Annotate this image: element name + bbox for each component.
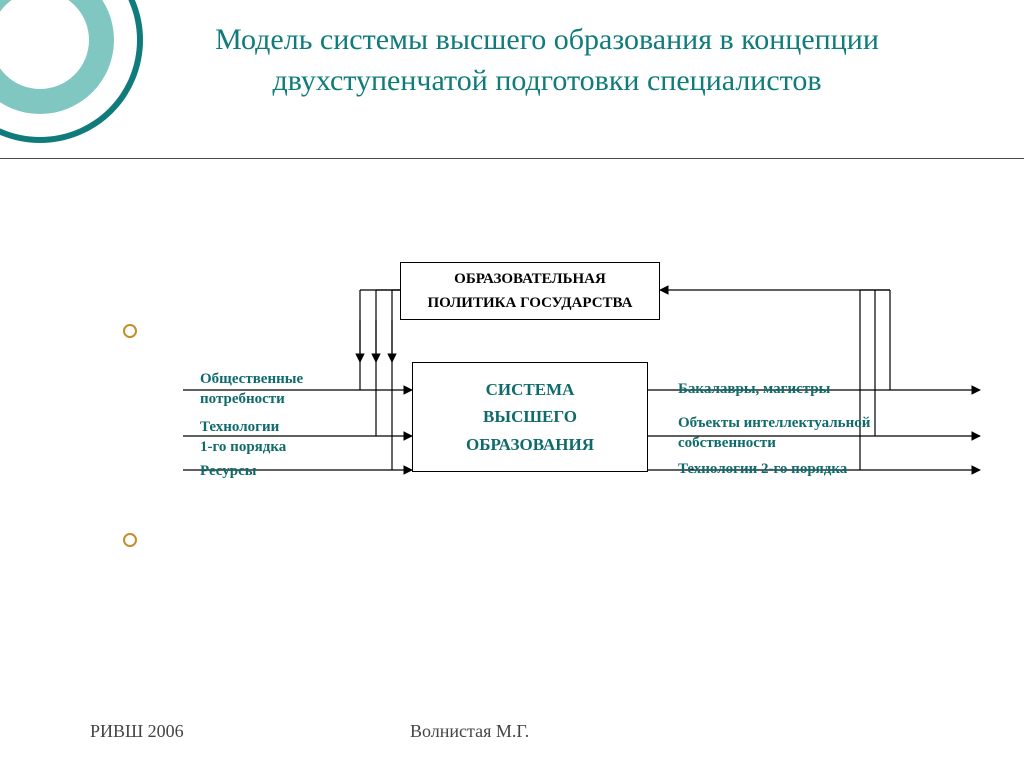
label-line: потребности <box>200 391 285 407</box>
box-policy-line2: ПОЛИТИКА ГОСУДАРСТВА <box>428 291 633 315</box>
bullet-icon <box>123 533 137 547</box>
box-higher-education-system: СИСТЕМА ВЫСШЕГО ОБРАЗОВАНИЯ <box>412 362 648 472</box>
output-label-ip-objects: Объекты интеллектуальной собственности <box>678 414 870 453</box>
footer-center: Волнистая М.Г. <box>410 721 529 742</box>
label-line: Ресурсы <box>200 463 256 479</box>
corner-decoration <box>0 0 150 150</box>
output-label-bachelors-masters: Бакалавры, магистры <box>678 380 830 400</box>
slide-title: Модель системы высшего образования в кон… <box>150 20 944 101</box>
label-line: 1-го порядка <box>200 439 286 455</box>
label-line: Технологии <box>200 419 279 435</box>
label-line: собственности <box>678 435 776 451</box>
input-label-public-needs: Общественные потребности <box>200 370 303 409</box>
footer-left: РИВШ 2006 <box>90 721 184 742</box>
input-label-technologies-1: Технологии 1-го порядка <box>200 418 286 457</box>
input-label-resources: Ресурсы <box>200 462 256 482</box>
box-education-policy: ОБРАЗОВАТЕЛЬНАЯ ПОЛИТИКА ГОСУДАРСТВА <box>400 262 660 320</box>
box-system-line3: ОБРАЗОВАНИЯ <box>466 431 594 458</box>
box-system-line2: ВЫСШЕГО <box>483 403 577 430</box>
label-line: Технологии 2-го порядка <box>678 461 847 477</box>
output-label-technologies-2: Технологии 2-го порядка <box>678 460 847 480</box>
bullet-icon <box>123 324 137 338</box>
box-system-line1: СИСТЕМА <box>486 376 575 403</box>
label-line: Общественные <box>200 371 303 387</box>
label-line: Объекты интеллектуальной <box>678 415 870 431</box>
label-line: Бакалавры, магистры <box>678 381 830 397</box>
box-policy-line1: ОБРАЗОВАТЕЛЬНАЯ <box>454 267 606 291</box>
title-underline <box>0 158 1024 159</box>
